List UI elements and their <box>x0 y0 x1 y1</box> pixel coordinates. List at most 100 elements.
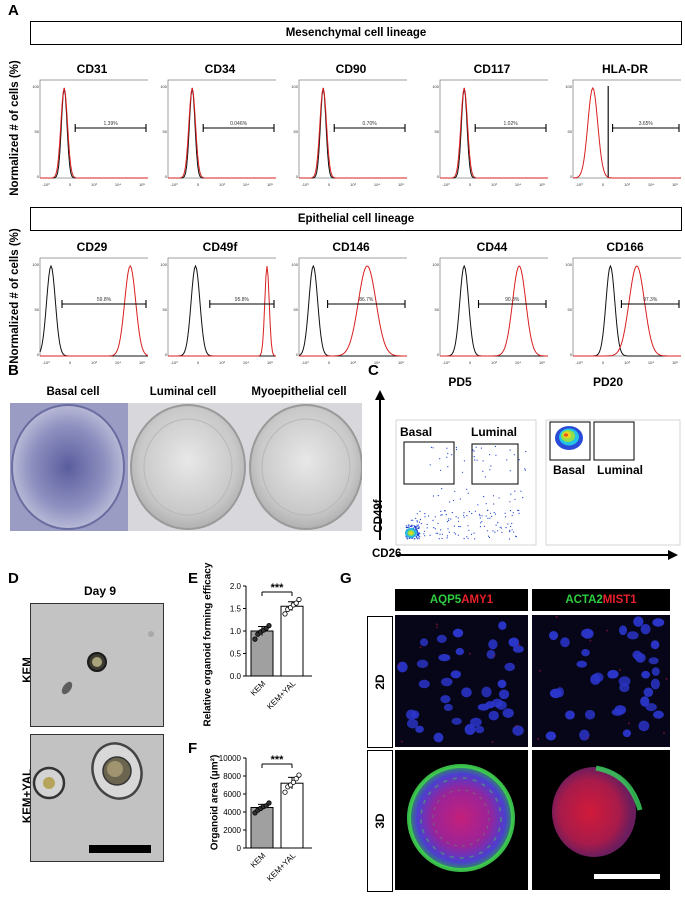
panel-d-letter: D <box>8 570 19 587</box>
f-significance: *** <box>271 754 285 766</box>
e-bar-1 <box>280 605 304 677</box>
svg-text:10⁴: 10⁴ <box>374 360 380 365</box>
well-myoepithelial <box>249 404 362 530</box>
svg-text:10³: 10³ <box>219 182 225 187</box>
f-point <box>266 800 272 806</box>
svg-text:10⁵: 10⁵ <box>672 360 678 365</box>
svg-text:0: 0 <box>469 182 472 187</box>
svg-text:0: 0 <box>570 352 573 357</box>
svg-text:-10³: -10³ <box>170 360 178 365</box>
flow-ylabel: CD49f <box>373 499 385 533</box>
pd20-luminal-gate <box>593 421 635 461</box>
f-ytick: 10000 <box>219 754 242 763</box>
e-xtick-1: KEM+YAL <box>265 679 298 712</box>
scale-bar-g <box>594 874 660 879</box>
panel-a-letter: A <box>8 2 19 19</box>
svg-text:50: 50 <box>163 307 168 312</box>
svg-text:10⁵: 10⁵ <box>139 182 145 187</box>
svg-text:-10³: -10³ <box>42 182 50 187</box>
svg-text:100: 100 <box>565 84 572 89</box>
svg-text:-10³: -10³ <box>301 182 309 187</box>
svg-text:10⁵: 10⁵ <box>267 182 273 187</box>
epithelial-banner: Epithelial cell lineage <box>30 207 682 231</box>
if-header-col1: AQP5AMY1 <box>395 589 528 611</box>
well-luminal <box>130 404 246 530</box>
pd20-gate-label-luminal: Luminal <box>597 463 644 477</box>
svg-text:50: 50 <box>568 129 573 134</box>
svg-text:0: 0 <box>296 352 299 357</box>
well-plate-image <box>10 403 362 531</box>
stained-histogram <box>299 87 407 179</box>
e-point <box>293 600 299 606</box>
svg-text:50: 50 <box>294 129 299 134</box>
control-histogram <box>299 87 407 179</box>
svg-text:50: 50 <box>35 307 40 312</box>
e-ytick: 1.0 <box>230 627 242 636</box>
stained-histogram <box>440 265 548 357</box>
svg-text:10⁵: 10⁵ <box>539 182 545 187</box>
svg-text:10⁵: 10⁵ <box>539 360 545 365</box>
e-ytick: 1.5 <box>230 605 242 614</box>
if-header-col2: ACTA2MIST1 <box>532 589 670 611</box>
panel-c-letter: C <box>368 362 379 379</box>
svg-text:-10³: -10³ <box>442 182 450 187</box>
pd5-plot-frame <box>395 419 537 546</box>
svg-text:10⁵: 10⁵ <box>398 182 404 187</box>
svg-text:10⁴: 10⁴ <box>515 182 521 187</box>
svg-text:10⁴: 10⁴ <box>648 360 654 365</box>
pd5-events <box>405 445 527 540</box>
stained-histogram <box>573 265 681 357</box>
svg-text:10⁴: 10⁴ <box>115 360 121 365</box>
if-row-label-3d: 3D <box>367 750 393 892</box>
svg-text:50: 50 <box>435 307 440 312</box>
flow-cytometry-dotplots <box>375 390 681 560</box>
if-image-3d-acta2-mist1 <box>532 750 670 890</box>
marker-label-cd146: CD146 <box>332 240 370 254</box>
svg-text:10⁵: 10⁵ <box>672 182 678 187</box>
svg-text:100: 100 <box>432 262 439 267</box>
marker-label-cd90: CD90 <box>335 62 367 76</box>
svg-text:0: 0 <box>69 360 72 365</box>
svg-text:0: 0 <box>197 182 200 187</box>
svg-text:100: 100 <box>32 84 39 89</box>
svg-text:10³: 10³ <box>350 182 356 187</box>
stained-histogram <box>440 87 548 179</box>
gate-percent: 90.3% <box>505 297 520 303</box>
svg-text:100: 100 <box>32 262 39 267</box>
svg-text:0: 0 <box>296 174 299 179</box>
svg-text:100: 100 <box>160 84 167 89</box>
control-histogram <box>39 264 148 357</box>
stain-acta2: ACTA2 <box>565 594 603 606</box>
svg-text:10⁴: 10⁴ <box>243 360 249 365</box>
pd5-luminal-gate <box>471 443 519 485</box>
stained-histogram <box>40 265 148 357</box>
svg-text:0: 0 <box>197 360 200 365</box>
svg-text:50: 50 <box>163 129 168 134</box>
svg-text:100: 100 <box>432 84 439 89</box>
f-ytick: 0 <box>237 844 242 853</box>
svg-text:0: 0 <box>165 352 168 357</box>
svg-text:10³: 10³ <box>219 360 225 365</box>
stained-histogram <box>168 265 276 357</box>
mesenchymal-banner: Mesenchymal cell lineage <box>30 21 682 45</box>
gate-percent: 59.8% <box>97 297 112 303</box>
svg-text:-10³: -10³ <box>575 360 583 365</box>
e-ytick: 0.0 <box>230 672 242 681</box>
svg-text:50: 50 <box>568 307 573 312</box>
svg-text:10³: 10³ <box>491 360 497 365</box>
gate-percent: 3.65% <box>639 121 654 127</box>
svg-text:0: 0 <box>469 360 472 365</box>
control-histogram <box>573 264 681 357</box>
svg-text:50: 50 <box>294 307 299 312</box>
marker-label-cd117: CD117 <box>473 62 511 76</box>
panel-a-ylabel-row1: Normalized # of cells (%) <box>9 60 21 196</box>
svg-text:100: 100 <box>565 262 572 267</box>
svg-text:10⁵: 10⁵ <box>139 360 145 365</box>
well-label-luminal: Luminal cell <box>149 386 217 398</box>
svg-text:0: 0 <box>328 360 331 365</box>
svg-text:0: 0 <box>37 352 40 357</box>
control-histogram <box>440 87 548 179</box>
